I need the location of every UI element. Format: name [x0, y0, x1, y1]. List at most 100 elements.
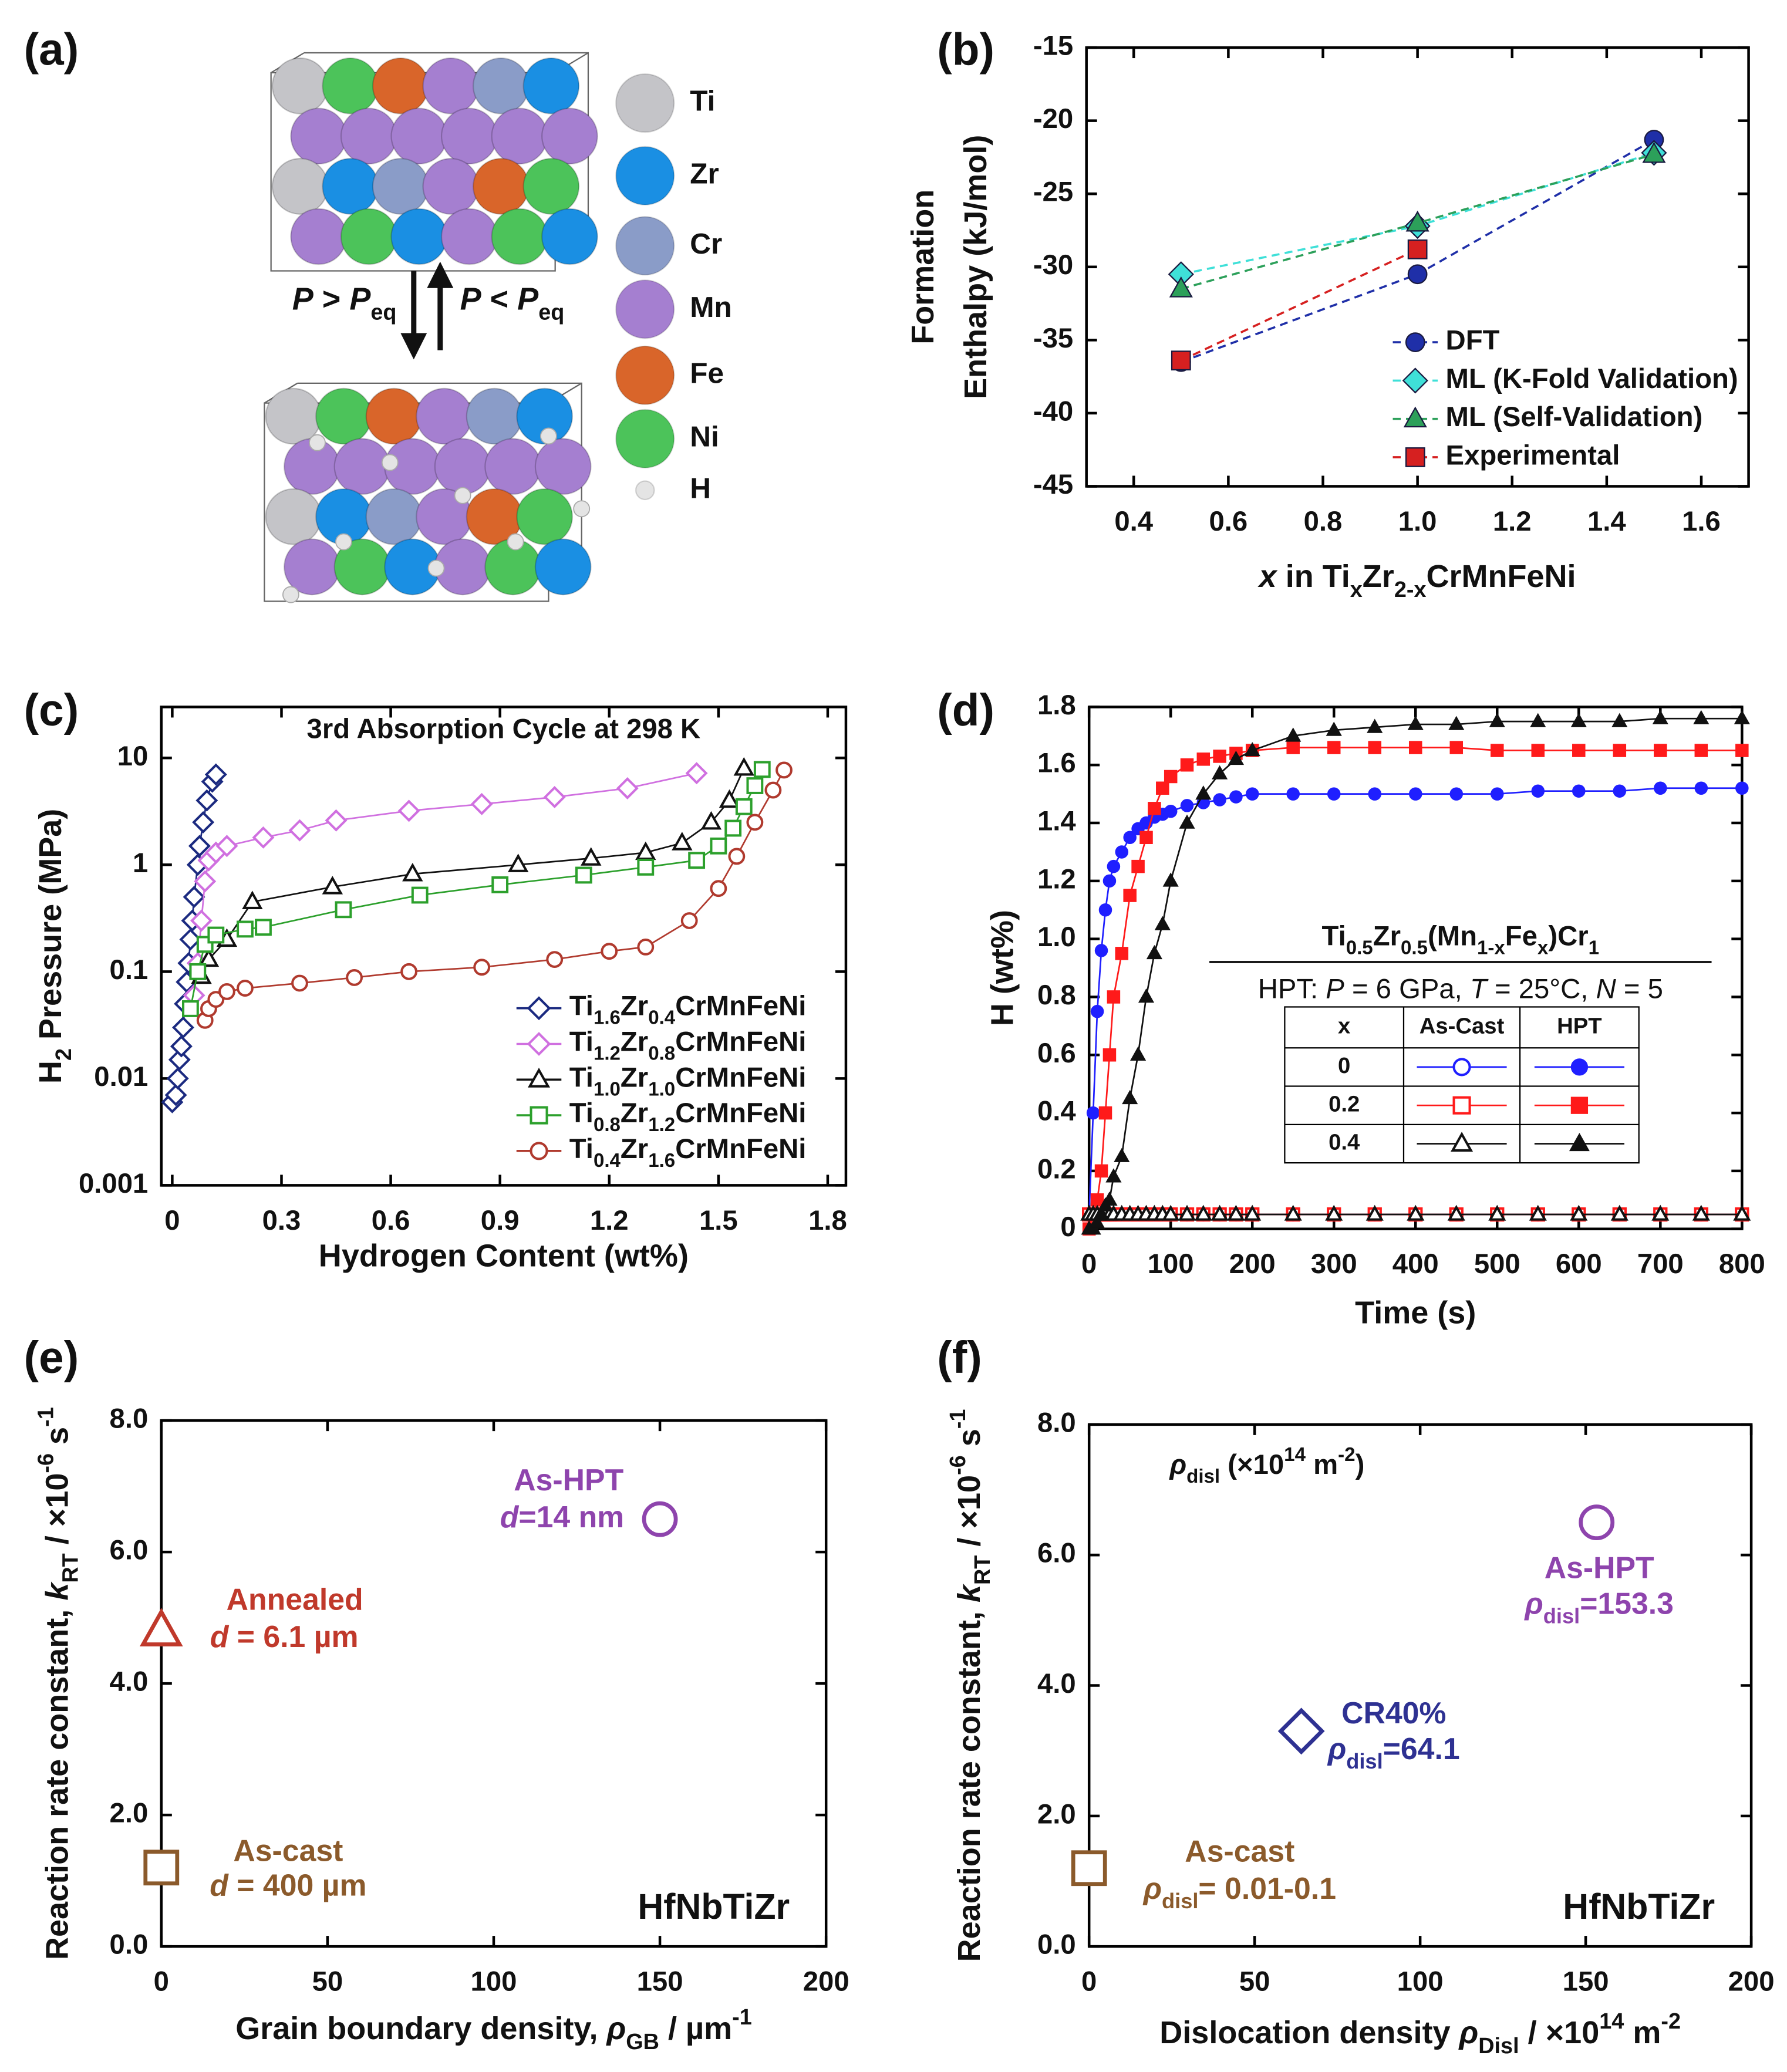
- x-tick-label: 1.0: [1398, 506, 1437, 537]
- marker: [1086, 1106, 1100, 1120]
- text-segment: ): [1356, 1449, 1365, 1480]
- legend-marker: [1405, 332, 1425, 352]
- x-tick-label: 50: [1239, 1966, 1270, 1997]
- marker: [204, 763, 227, 786]
- atom: [271, 57, 329, 114]
- panel-label: (d): [937, 686, 994, 735]
- marker: [473, 959, 491, 976]
- legend-label: Fe: [690, 357, 724, 389]
- y-tick-label: 1.6: [1037, 748, 1076, 779]
- point-label: As-HPT: [514, 1463, 623, 1497]
- marker: [1367, 718, 1383, 733]
- text-segment: 0.4: [594, 1150, 621, 1172]
- point-label: As-HPT: [1545, 1550, 1654, 1584]
- text-segment: 1.6: [594, 1007, 621, 1029]
- atom: [290, 107, 348, 165]
- y-tick-label: -25: [1033, 177, 1073, 208]
- text-segment: ρ: [1169, 1449, 1187, 1480]
- atom: [466, 387, 523, 445]
- marker: [1162, 872, 1179, 887]
- marker: [198, 948, 220, 967]
- marker: [195, 789, 218, 812]
- text-segment: m: [1306, 1449, 1338, 1480]
- atom: [322, 158, 379, 215]
- text-segment: )Cr: [1548, 921, 1588, 952]
- marker: [183, 886, 205, 909]
- text-segment: =64.1: [1383, 1732, 1460, 1766]
- h-atom: [309, 434, 326, 451]
- x-tick-label: 150: [1563, 1966, 1609, 1997]
- marker: [192, 811, 215, 833]
- x-tick-label: 1.4: [1587, 506, 1626, 537]
- text-segment: Zr: [1363, 559, 1394, 594]
- text-segment: (Mn: [1428, 921, 1477, 952]
- text-segment: 1.2: [594, 1043, 621, 1065]
- text-segment: 0.5: [1346, 937, 1373, 959]
- y-tick-label: -15: [1033, 31, 1073, 62]
- marker: [1164, 805, 1178, 818]
- text-segment: x: [1257, 559, 1278, 594]
- legend-label: Ti1.0Zr1.0CrMnFeNi: [569, 1062, 807, 1101]
- marker: [1529, 1204, 1547, 1221]
- atom: [422, 57, 480, 114]
- text-segment: Ti: [569, 1027, 594, 1058]
- marker: [1245, 787, 1259, 801]
- marker: [1570, 1204, 1588, 1221]
- marker: [1694, 744, 1708, 757]
- marker: [1101, 1191, 1118, 1206]
- text-segment: 1.0: [594, 1079, 621, 1101]
- text-segment: -2: [1338, 1444, 1355, 1466]
- marker: [402, 862, 423, 882]
- y-tick-label: 0.0: [110, 1929, 149, 1960]
- y-tick-label: -40: [1033, 396, 1073, 427]
- marker: [1196, 752, 1211, 766]
- marker: [1654, 781, 1667, 795]
- marker: [753, 761, 771, 778]
- marker: [735, 798, 753, 815]
- x-tick-label: 0.6: [1209, 506, 1248, 537]
- point-note: ρdisl= 0.01-0.1: [1142, 1871, 1336, 1913]
- marker: [1102, 1048, 1117, 1062]
- marker: [139, 1608, 183, 1646]
- marker: [1212, 765, 1228, 779]
- marker: [1325, 1204, 1343, 1221]
- text-segment: / ×10: [40, 1473, 75, 1554]
- y-axis-label: H2 Pressure (MPa): [33, 809, 76, 1084]
- y-tick-label: 0.001: [79, 1168, 148, 1199]
- text-segment: Fe: [1505, 921, 1538, 952]
- marker: [1652, 710, 1668, 724]
- legend-label: Ti1.2Zr0.8CrMnFeNi: [569, 1027, 807, 1065]
- x-tick-label: 0.3: [262, 1205, 301, 1236]
- legend-marker: [528, 1067, 551, 1088]
- text-segment: Formation: [905, 190, 940, 345]
- text-segment: disl: [1162, 1889, 1198, 1913]
- x-tick-label: 100: [471, 1966, 517, 1997]
- text-segment: P: [460, 282, 482, 317]
- text-segment: in Ti: [1277, 559, 1350, 594]
- text-segment: 0.8: [648, 1043, 675, 1065]
- marker: [1613, 744, 1627, 757]
- h-atom: [454, 487, 471, 504]
- marker: [507, 853, 529, 872]
- marker: [1693, 710, 1710, 724]
- text-segment: CrMnFeNi: [675, 991, 806, 1022]
- marker: [1229, 790, 1243, 804]
- atom: [534, 438, 592, 495]
- marker: [764, 781, 782, 799]
- text-segment: k: [952, 1583, 987, 1602]
- marker: [1130, 1046, 1147, 1061]
- x-tick-label: 50: [312, 1966, 343, 1997]
- point-label: As-cast: [1185, 1834, 1294, 1868]
- legend-marker: [530, 1142, 548, 1160]
- marker: [207, 926, 225, 944]
- atom: [390, 208, 448, 265]
- marker: [1105, 1168, 1122, 1183]
- y-tick-label: 1: [133, 848, 148, 879]
- text-segment: = 400 µm: [228, 1868, 367, 1902]
- text-segment: = 0.01-0.1: [1198, 1871, 1336, 1905]
- x-tick-label: 1.2: [1493, 506, 1532, 537]
- marker: [288, 819, 311, 842]
- legend-marker: [1405, 447, 1425, 467]
- text-segment: Ti: [569, 1062, 594, 1094]
- text-segment: CrMnFeNi: [675, 1027, 806, 1058]
